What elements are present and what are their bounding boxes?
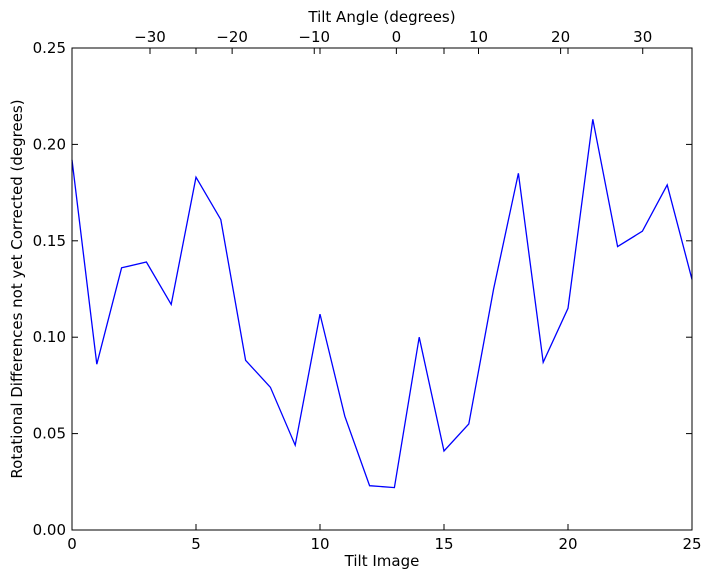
x2-tick-label: −30 [134, 28, 166, 46]
x-tick-label: 25 [682, 535, 701, 553]
x-tick-label: 5 [191, 535, 201, 553]
plot-frame [71, 47, 693, 531]
y-tick-label: 0.10 [33, 328, 66, 346]
x2-tick-label: 20 [551, 28, 570, 46]
x-axis-title: Tilt Image [344, 552, 420, 570]
x2-tick-label: 30 [633, 28, 652, 46]
y-tick-label: 0.20 [33, 135, 66, 153]
x-tick-label: 0 [67, 535, 77, 553]
y-tick-label: 0.05 [33, 425, 66, 443]
y-axis-title: Rotational Differences not yet Corrected… [8, 99, 26, 478]
y-tick-label: 0.15 [33, 232, 66, 250]
x2-tick-label: 10 [469, 28, 488, 46]
x-tick-label: 15 [434, 535, 453, 553]
x-tick-label: 20 [558, 535, 577, 553]
x2-axis-title: Tilt Angle (degrees) [307, 8, 455, 26]
x-tick-label: 10 [310, 535, 329, 553]
x2-tick-label: 0 [392, 28, 402, 46]
series-line [71, 119, 693, 489]
ticks-layer [71, 47, 693, 531]
x2-tick-label: −20 [216, 28, 248, 46]
y-tick-label: 0.25 [33, 39, 66, 57]
y-tick-label: 0.00 [33, 521, 66, 539]
x2-tick-label: −10 [298, 28, 330, 46]
labels-layer: 0 5 10 15 20 25 −30 −20 −10 0 10 20 30 0.00 0.05 0.10 0.… [33, 28, 702, 553]
